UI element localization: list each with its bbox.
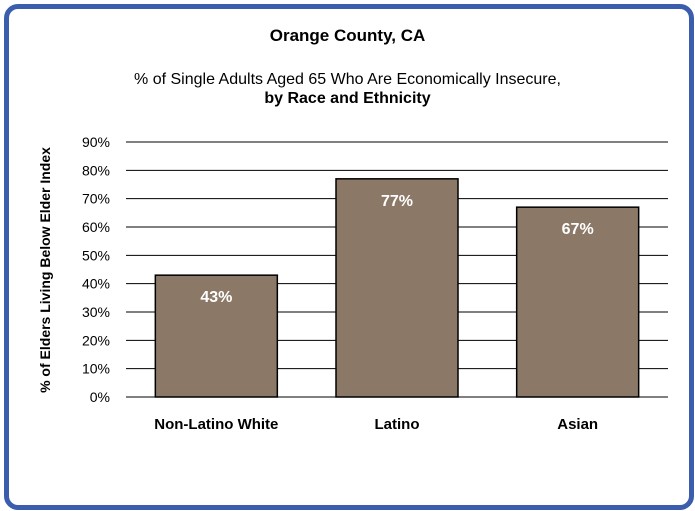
y-axis-ticks: 0% 10% 20% 30% 40% 50% 60% 70% 80% 90% — [82, 134, 110, 405]
y-tick-label: 20% — [82, 332, 110, 348]
y-tick-label: 70% — [82, 191, 110, 207]
y-tick-label: 0% — [90, 389, 110, 405]
y-tick-label: 30% — [82, 304, 110, 320]
y-tick-label: 90% — [82, 134, 110, 150]
y-tick-label: 50% — [82, 247, 110, 263]
bar — [154, 274, 279, 398]
chart-subtitle-line1: % of Single Adults Aged 65 Who Are Econo… — [134, 71, 561, 88]
x-category-label: Non-Latino White — [154, 416, 278, 433]
chart-subtitle: % of Single Adults Aged 65 Who Are Econo… — [0, 70, 695, 108]
y-tick-label: 10% — [82, 361, 110, 377]
y-tick-label: 40% — [82, 276, 110, 292]
bar — [515, 206, 640, 398]
y-tick-label: 60% — [82, 219, 110, 235]
x-category-label: Asian — [557, 416, 598, 433]
bar-data-label: 43% — [200, 289, 232, 306]
chart-title: Orange County, CA — [269, 26, 426, 45]
x-axis-categories: Non-Latino White Latino Asian — [154, 416, 598, 433]
bars: 43% 77% 67% — [154, 178, 640, 398]
x-category-label: Latino — [375, 416, 420, 433]
bar — [335, 178, 459, 398]
y-tick-label: 80% — [82, 162, 110, 178]
bar-data-label: 77% — [381, 193, 413, 210]
chart-subtitle-line2: by Race and Ethnicity — [264, 90, 431, 107]
bar-data-label: 67% — [562, 221, 594, 238]
y-axis-label: % of Elders Living Below Elder Index — [37, 147, 53, 393]
